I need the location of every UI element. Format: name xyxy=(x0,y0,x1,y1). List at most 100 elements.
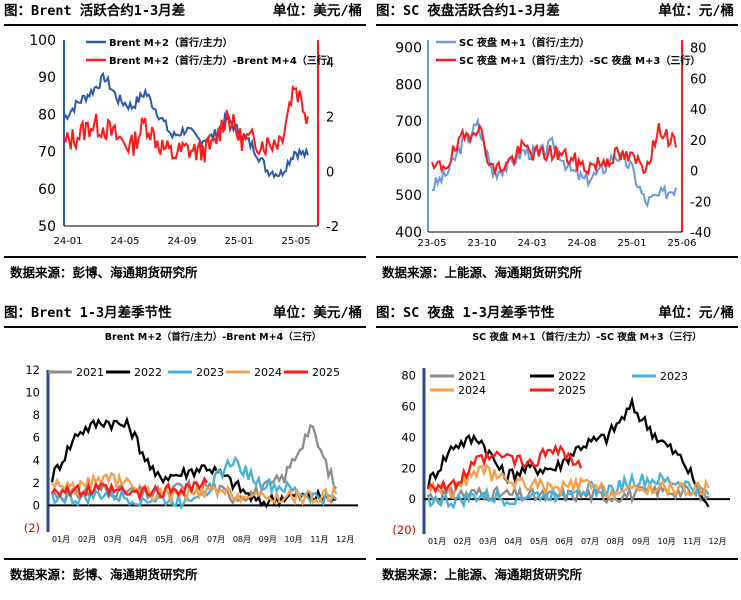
y-left-tick-label: 700 xyxy=(395,114,422,130)
y-left-tick-label: 100 xyxy=(29,33,56,49)
legend-label-2023: 2023 xyxy=(196,366,224,379)
legend-label-2024: 2024 xyxy=(458,384,486,397)
source-note: 数据来源：彭博、海通期货研究所 xyxy=(10,265,198,280)
y-left-tick-label: 600 xyxy=(395,151,422,167)
title-rule xyxy=(4,24,366,26)
y-right-tick-label: 0 xyxy=(326,165,334,180)
y-right-tick-label: 2 xyxy=(326,111,334,126)
series-brent-m2-line xyxy=(63,71,309,180)
y-tick-label: (2) xyxy=(24,521,40,535)
panel-title: 图：SC 夜盘活跃合约1-3月差 xyxy=(376,3,560,19)
y-tick-label: 12 xyxy=(25,363,40,377)
x-tick-label: 24-08 xyxy=(567,238,596,249)
legend-label-2021: 2021 xyxy=(76,366,104,379)
x-tick-label: 02月 xyxy=(454,537,472,546)
y-right-tick-label: 80 xyxy=(690,42,707,57)
y-left-tick-label: 900 xyxy=(395,40,422,56)
panel-unit: 单位：元/桶 xyxy=(658,3,734,19)
title-rule xyxy=(4,326,366,328)
y-tick-label: 6 xyxy=(33,431,40,445)
sc-seasonal-chart: SC 夜盘 M+1（首行/主力）-SC 夜盘 M+3（三行） (20) 0 20 40 6… xyxy=(392,331,730,546)
y-right-tick-label: -40 xyxy=(690,226,711,241)
x-tick-label: 06月 xyxy=(556,537,574,546)
y-right-tick-label: 60 xyxy=(690,72,707,87)
chart-subtitle: Brent M+2（首行/主力）-Brent M+4（三行） xyxy=(105,331,321,343)
source-note: 数据来源：上能源、海通期货研究所 xyxy=(382,265,583,280)
x-tick-label: 24-05 xyxy=(110,236,139,247)
series-2024-line xyxy=(51,471,338,507)
source-rule xyxy=(376,256,738,258)
series-sc-spread-line xyxy=(431,123,677,176)
x-tick-label: 12月 xyxy=(709,537,727,546)
legend-label-2025: 2025 xyxy=(312,366,340,379)
series-2023-line xyxy=(50,455,338,511)
legend-label-2025: 2025 xyxy=(558,384,586,397)
y-left-tick-label: 60 xyxy=(38,182,56,198)
y-left-tick-label: 400 xyxy=(395,225,422,241)
x-tick-label: 25-06 xyxy=(667,238,696,249)
chart-subtitle: SC 夜盘 M+1（首行/主力）-SC 夜盘 M+3（三行） xyxy=(472,331,701,343)
legend-label-sc-m1: SC 夜盘 M+1（首行/主力） xyxy=(459,36,589,49)
legend-label-2021: 2021 xyxy=(458,370,486,383)
series-2025-line xyxy=(427,443,583,494)
panel-title: 图：SC 夜盘 1-3月差季节性 xyxy=(376,305,555,321)
brent-seasonal-chart: Brent M+2（首行/主力）-Brent M+4（三行） (2) 0 2 4 6 8 10… xyxy=(24,331,358,544)
x-tick-label: 05月 xyxy=(155,535,173,544)
y-tick-label: 40 xyxy=(401,430,416,444)
x-tick-label: 25-01 xyxy=(617,238,646,249)
x-tick-label: 01月 xyxy=(428,537,446,546)
y-tick-label: 60 xyxy=(401,400,416,414)
x-tick-label: 04月 xyxy=(130,535,148,544)
panel-brent-spread: 图：Brent 活跃合约1-3月差 单位：美元/桶 50 60 70 80 90 100 -… xyxy=(4,0,366,296)
series-2025-line xyxy=(51,476,208,503)
legend-label-brent-spread: Brent M+2（首行/主力）-Brent M+4（三行） xyxy=(109,54,337,67)
y-left-tick-label: 80 xyxy=(38,107,56,123)
x-tick-label: 05月 xyxy=(530,537,548,546)
title-rule xyxy=(376,326,738,328)
source-rule xyxy=(376,558,738,560)
x-tick-label: 10月 xyxy=(658,537,676,546)
x-tick-label: 10月 xyxy=(285,535,303,544)
x-tick-label: 04月 xyxy=(505,537,523,546)
panel-title: 图：Brent 1-3月差季节性 xyxy=(4,305,172,321)
y-tick-label: 2 xyxy=(33,476,40,490)
y-tick-label: 80 xyxy=(401,369,416,383)
x-tick-label: 23-05 xyxy=(417,238,446,249)
title-rule xyxy=(376,24,738,26)
brent-spread-chart: 50 60 70 80 90 100 -2 0 2 4 24-01 24-05 24-09 25-01 25… xyxy=(29,33,339,247)
x-tick-label: 25-05 xyxy=(281,236,310,247)
y-right-tick-label: 0 xyxy=(690,165,698,180)
source-note: 数据来源：彭博、海通期货研究所 xyxy=(10,567,198,582)
panel-unit: 单位：美元/桶 xyxy=(272,3,362,19)
x-tick-label: 25-01 xyxy=(224,236,253,247)
y-left-tick-label: 70 xyxy=(38,145,56,161)
series-sc-m1-line xyxy=(431,116,677,209)
x-tick-label: 24-03 xyxy=(517,238,546,249)
x-tick-label: 24-01 xyxy=(53,236,82,247)
x-tick-label: 02月 xyxy=(78,535,96,544)
x-tick-label: 23-10 xyxy=(467,238,496,249)
y-right-tick-label: -2 xyxy=(326,220,339,235)
series-2021-line xyxy=(51,423,338,505)
panel-title: 图：Brent 活跃合约1-3月差 xyxy=(4,3,186,19)
series-2024-line xyxy=(427,463,710,501)
series-brent-spread-line xyxy=(63,84,309,163)
source-note: 数据来源：上能源、海通期货研究所 xyxy=(382,567,583,582)
x-tick-label: 08月 xyxy=(607,537,625,546)
x-tick-label: 09月 xyxy=(632,537,650,546)
x-tick-label: 08月 xyxy=(233,535,251,544)
panel-sc-spread: 图：SC 夜盘活跃合约1-3月差 单位：元/桶 400 500 600 700 800 9… xyxy=(376,0,738,296)
sc-spread-chart: 400 500 600 700 800 900 -40 -20 0 20 40 60 80 23-05 23… xyxy=(395,36,711,249)
y-left-tick-label: 90 xyxy=(38,70,56,86)
y-tick-label: (20) xyxy=(392,523,416,537)
y-tick-label: 20 xyxy=(401,461,416,475)
panel-brent-seasonal: 图：Brent 1-3月差季节性 单位：美元/桶 Brent M+2（首行/主力… xyxy=(4,302,366,598)
source-rule xyxy=(4,558,366,560)
x-tick-label: 01月 xyxy=(52,535,70,544)
y-right-tick-label: -20 xyxy=(690,195,711,210)
legend-label-2024: 2024 xyxy=(254,366,282,379)
y-left-tick-label: 500 xyxy=(395,188,422,204)
y-tick-label: 10 xyxy=(25,386,40,400)
panel-unit: 单位：美元/桶 xyxy=(272,305,362,321)
x-tick-label: 07月 xyxy=(581,537,599,546)
